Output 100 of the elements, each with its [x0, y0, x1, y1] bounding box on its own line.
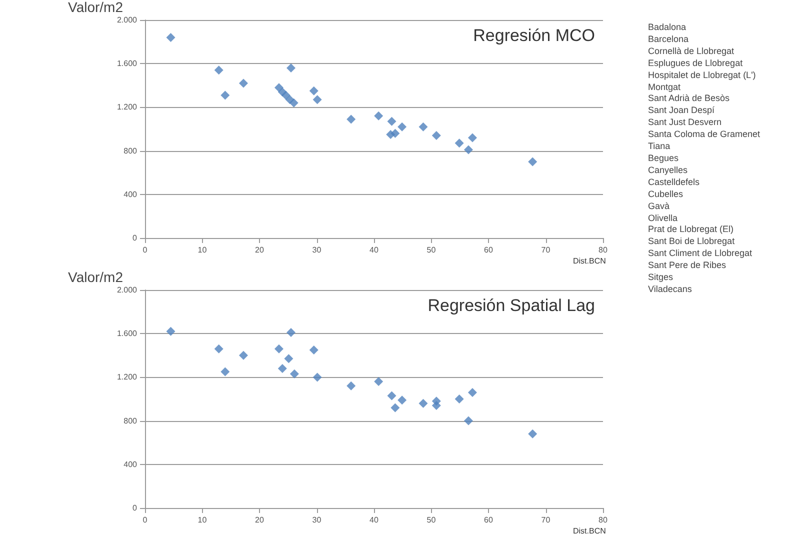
point	[238, 350, 248, 360]
x-tick-label: 10	[198, 516, 208, 524]
point	[432, 131, 441, 140]
point	[432, 401, 441, 410]
y-tick-label: 400	[124, 190, 138, 199]
point	[398, 396, 407, 405]
point	[284, 354, 294, 364]
point	[309, 86, 318, 96]
point	[390, 128, 400, 138]
text: Barcelona	[648, 34, 690, 46]
text: Prat de Llobregat (El)	[648, 224, 735, 236]
x-tick-label: 10	[198, 246, 208, 254]
point	[454, 138, 464, 148]
x-tick-label: 0	[142, 516, 148, 524]
text: Sant Climent de Llobregat	[648, 248, 754, 260]
point	[528, 429, 538, 438]
text: Begues	[648, 152, 680, 165]
y-tick-label: 400	[124, 460, 138, 469]
chart-title: Regresión MCO	[473, 26, 596, 45]
y-tick-label: 1.600	[116, 59, 138, 68]
point	[238, 78, 248, 88]
y-tick-label: 2.000	[116, 16, 138, 24]
text: Sitges	[648, 272, 674, 284]
x-tick-label: 30	[312, 246, 322, 254]
y-tick-label: 1.200	[116, 372, 138, 382]
point	[398, 122, 407, 132]
text: Sant Pere de Ribes	[648, 260, 728, 272]
x-tick-label: 70	[541, 246, 551, 254]
point	[281, 90, 290, 100]
point	[387, 391, 396, 400]
x-tick-label: 70	[541, 516, 551, 524]
x-tick-label: 60	[484, 516, 494, 524]
x-tick-label: 20	[255, 516, 264, 524]
point	[220, 367, 230, 376]
point	[286, 63, 296, 72]
text: Castelldefels	[648, 176, 701, 189]
x-tick-label: 60	[484, 246, 494, 254]
point	[274, 344, 284, 354]
point	[220, 90, 230, 100]
chart-title: Regresión Spatial Lag	[428, 296, 596, 315]
point	[166, 326, 176, 336]
y-tick-label: 0	[132, 234, 138, 242]
x-tick-label: 0	[142, 246, 148, 254]
point	[454, 394, 464, 404]
text: Badalona	[648, 22, 688, 34]
text: Sant Adrià de Besòs	[648, 93, 731, 106]
text: Cubelles	[648, 188, 684, 201]
point	[346, 381, 356, 390]
y-tick-label: 800	[124, 146, 138, 156]
y-tick-label: 1.600	[116, 329, 138, 338]
y-tick-label: 1.200	[116, 102, 138, 112]
point	[387, 116, 396, 126]
x-tick-label: 20	[255, 246, 264, 254]
text: Montgat	[648, 82, 682, 94]
x-axis-title: Dist.BCN	[573, 256, 606, 266]
x-axis-title: Dist.BCN	[573, 526, 606, 536]
point	[464, 145, 473, 154]
point	[278, 364, 287, 373]
point	[290, 369, 299, 378]
y-tick-label: 0	[132, 504, 138, 512]
point	[418, 122, 428, 132]
x-tick-label: 40	[370, 516, 379, 524]
point	[166, 32, 176, 42]
x-tick-label: 80	[598, 516, 608, 524]
point	[390, 403, 400, 412]
y-tick-label: 2.000	[116, 286, 138, 294]
point	[312, 95, 322, 104]
point	[418, 398, 428, 408]
x-tick-label: 30	[312, 516, 322, 524]
text: Cornellà de Llobregat	[648, 46, 736, 58]
x-tick-label: 50	[426, 246, 436, 254]
point	[289, 98, 298, 108]
text: Gavà	[648, 200, 671, 212]
text: Santa Coloma de Gramenet	[648, 129, 760, 142]
text: Sant Just Desvern	[648, 117, 723, 130]
point	[374, 377, 384, 386]
y-tick-label: 800	[124, 416, 138, 426]
point	[286, 328, 296, 338]
point	[214, 344, 224, 354]
x-tick-label: 80	[598, 246, 608, 254]
text: Hospitalet de Llobregat (L')	[648, 70, 757, 82]
text: Viladecans	[648, 284, 693, 296]
point	[464, 416, 473, 426]
point	[312, 372, 322, 382]
text: Tiana	[648, 141, 672, 153]
text: Sant Joan Despí	[648, 105, 716, 118]
text: Esplugues de Llobregat	[648, 58, 744, 70]
point	[214, 66, 224, 75]
x-tick-label: 50	[426, 516, 436, 524]
y-axis-title: Valor/m2	[68, 269, 124, 285]
text: Canyelles	[648, 164, 689, 177]
text: Olivella	[648, 212, 679, 224]
point	[528, 157, 538, 166]
point	[309, 345, 318, 354]
point	[468, 388, 477, 397]
point	[468, 133, 477, 142]
point	[374, 111, 384, 120]
y-axis-title: Valor/m2	[68, 0, 124, 15]
x-tick-label: 40	[370, 246, 379, 254]
text: Sant Boi de Llobregat	[648, 236, 736, 248]
